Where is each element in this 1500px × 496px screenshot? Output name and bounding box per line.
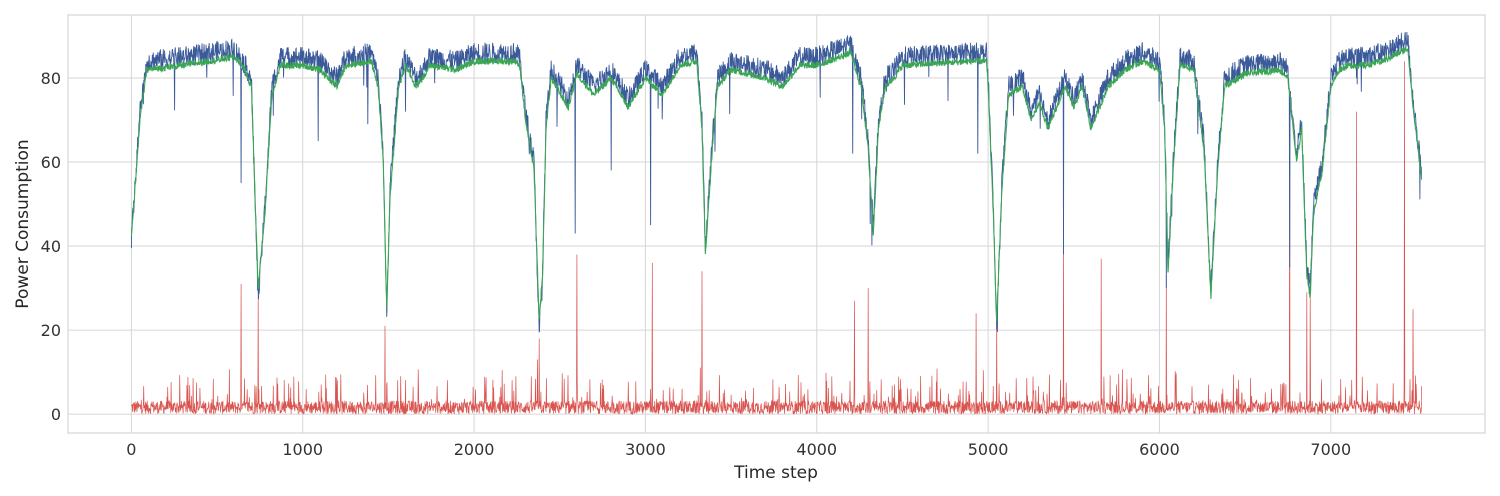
predicted-series-line: [130, 45, 1423, 322]
x-tick-label: 7000: [1310, 440, 1351, 459]
y-tick-label: 0: [51, 405, 61, 424]
x-tick-label: 3000: [625, 440, 666, 459]
y-tick-label: 20: [41, 321, 61, 340]
x-tick-label: 2000: [454, 440, 495, 459]
x-tick-label: 0: [126, 440, 136, 459]
y-axis-title: Power Consumption: [13, 139, 33, 308]
y-tick-label: 80: [41, 69, 61, 88]
x-tick-label: 1000: [282, 440, 323, 459]
x-axis-ticks: 0 1000 2000 3000 4000 5000 6000 7000: [126, 440, 1351, 459]
y-tick-label: 60: [41, 153, 61, 172]
x-tick-label: 6000: [1139, 440, 1180, 459]
y-tick-label: 40: [41, 237, 61, 256]
grid-lines: [68, 15, 1485, 433]
error-series-line: [131, 61, 1422, 416]
y-axis-ticks: 0 20 40 60 80: [41, 69, 61, 424]
x-tick-label: 5000: [968, 440, 1009, 459]
x-tick-label: 4000: [796, 440, 837, 459]
plot-area: [130, 31, 1423, 416]
x-axis-title: Time step: [733, 463, 818, 483]
